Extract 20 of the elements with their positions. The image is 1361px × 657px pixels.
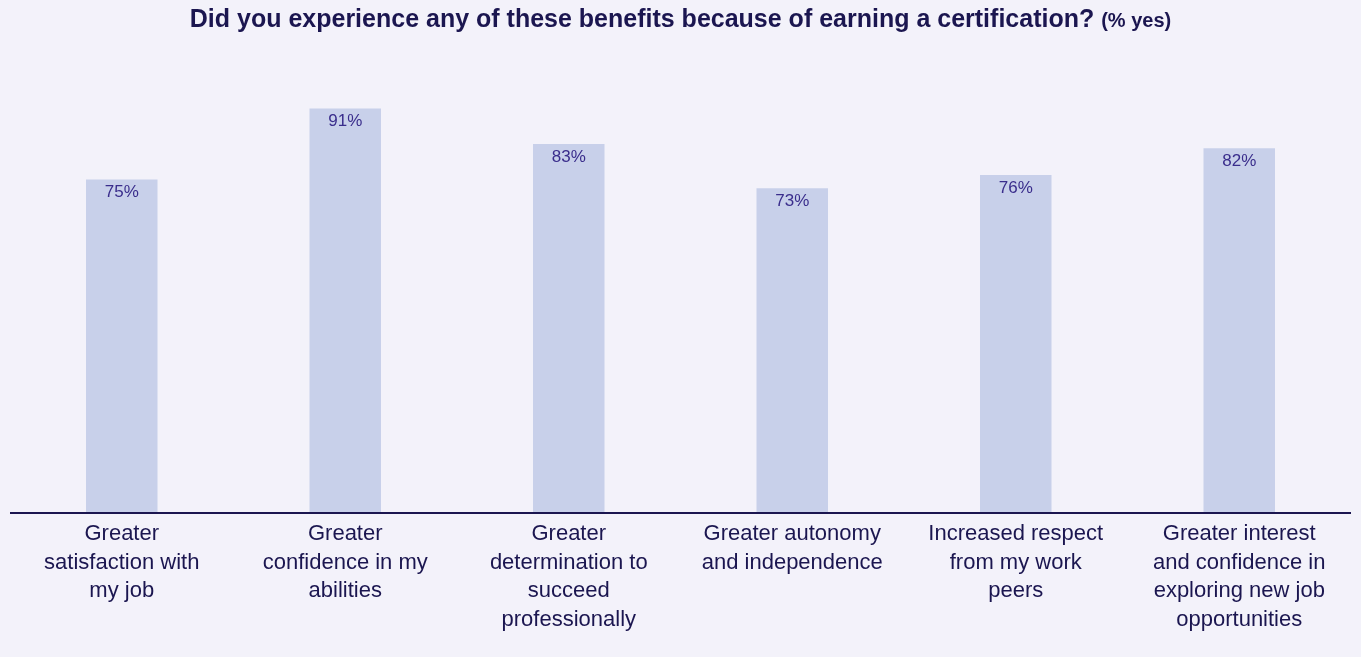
bar (1203, 148, 1276, 512)
x-tick-label: Greater confidence in my abilities (262, 520, 428, 603)
bar (85, 179, 158, 512)
bar (979, 174, 1052, 512)
x-tick-label: Greater satisfaction with my job (44, 520, 200, 603)
bar (756, 188, 829, 512)
data-label: 83% (551, 146, 586, 166)
data-label: 76% (998, 177, 1033, 197)
data-label: 73% (775, 191, 810, 211)
x-tick-label: Increased respect from my work peers (928, 520, 1104, 603)
data-label: 82% (1222, 151, 1257, 171)
x-tick-label: Greater autonomy and independence (701, 520, 883, 574)
data-label: 75% (104, 182, 139, 202)
data-label: 91% (328, 111, 363, 131)
x-tick-label: Greater interest and confidence in exploring new job opportunities (1153, 520, 1326, 631)
x-tick-label: Greater determination to succeed professionally (489, 520, 648, 631)
bar (532, 143, 605, 512)
bar (309, 108, 382, 512)
chart-title: Did you experience any of these benefits because of earning a certification? (189, 4, 1095, 33)
chart-subtitle: (% yes) (1101, 9, 1172, 32)
